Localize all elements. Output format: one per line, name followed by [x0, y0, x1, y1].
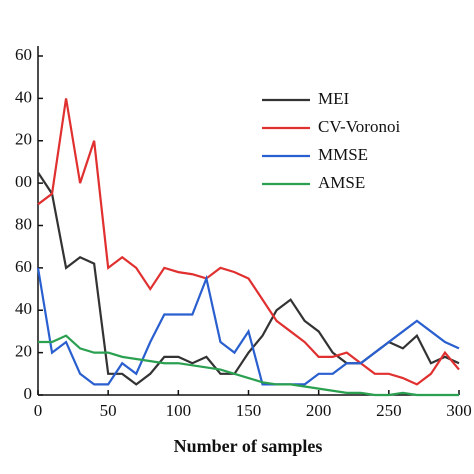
y-tick-label: 00 — [15, 172, 32, 191]
y-tick-label: 60 — [15, 257, 32, 276]
x-tick-label: 150 — [236, 401, 262, 420]
y-tick-label: 60 — [15, 45, 32, 64]
legend-label: MMSE — [318, 145, 368, 164]
x-tick-label: 300 — [446, 401, 472, 420]
x-tick-label: 250 — [376, 401, 402, 420]
y-tick-label: 40 — [15, 299, 32, 318]
y-tick-label: 20 — [15, 130, 32, 149]
legend-label: MEI — [318, 89, 350, 108]
x-tick-label: 0 — [34, 401, 43, 420]
series-line — [38, 334, 459, 397]
series-line — [37, 98, 460, 386]
legend-label: CV-Voronoi — [318, 117, 400, 136]
series-line — [36, 267, 460, 386]
x-tick-label: 50 — [100, 401, 117, 420]
x-tick-label: 200 — [306, 401, 332, 420]
x-axis-label: Number of samples — [174, 436, 323, 456]
y-tick-label: 80 — [15, 214, 32, 233]
y-tick-label: 20 — [15, 342, 32, 361]
y-tick-label: 40 — [15, 87, 32, 106]
y-tick-label: 0 — [24, 384, 33, 403]
legend-label: AMSE — [318, 173, 365, 192]
x-tick-label: 100 — [166, 401, 192, 420]
